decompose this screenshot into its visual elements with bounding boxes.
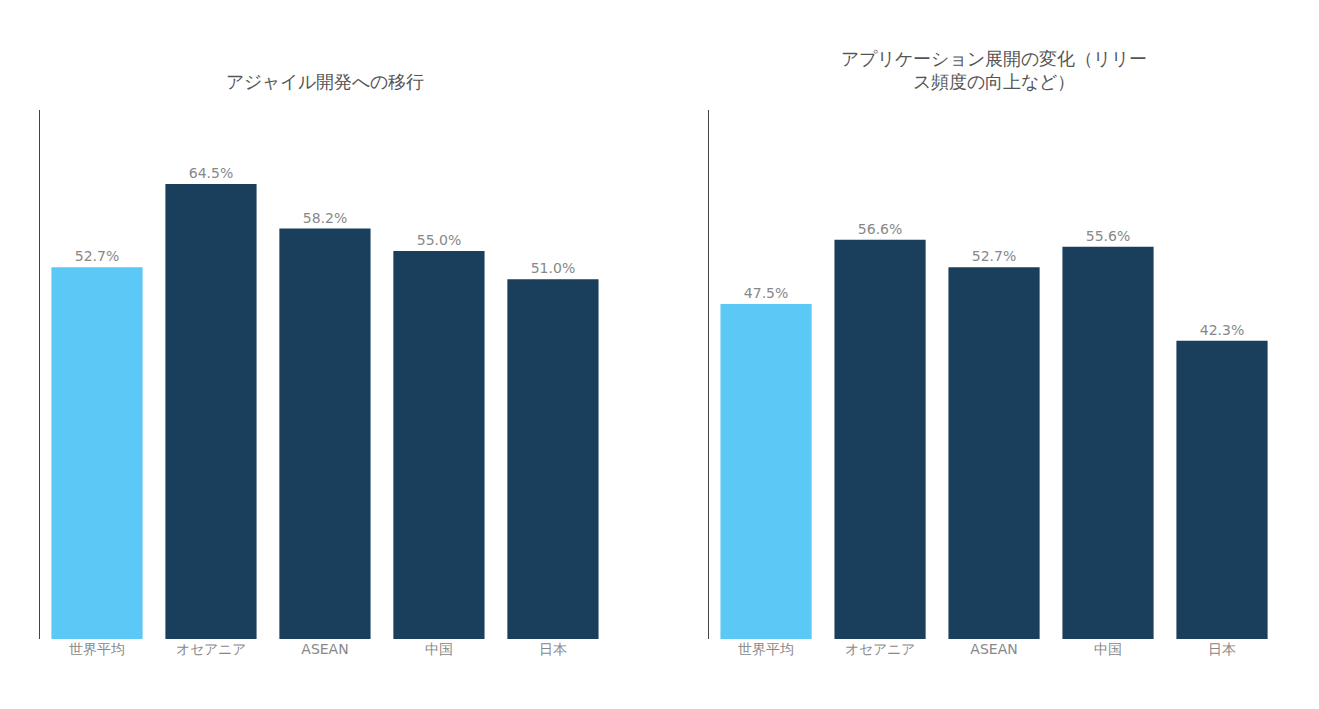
svg-text:55.0%: 55.0% [417,232,461,248]
svg-text:世界平均: 世界平均 [69,641,125,657]
svg-text:中国: 中国 [425,641,453,657]
svg-text:中国: 中国 [1094,641,1122,657]
svg-text:52.7%: 52.7% [972,248,1016,264]
svg-text:52.7%: 52.7% [75,248,119,264]
svg-text:51.0%: 51.0% [531,260,575,276]
svg-text:ASEAN: ASEAN [970,641,1017,657]
svg-text:42.3%: 42.3% [1200,322,1244,338]
svg-text:ASEAN: ASEAN [301,641,348,657]
svg-text:55.6%: 55.6% [1086,228,1130,244]
svg-text:64.5%: 64.5% [189,165,233,181]
svg-text:日本: 日本 [539,641,567,657]
svg-text:アプリケーション展開の変化（リリース頻度の向上など）: アプリケーション展開の変化（リリース頻度の向上など） [841,48,1147,92]
svg-text:オセアニア: オセアニア [176,641,246,657]
svg-text:世界平均: 世界平均 [738,641,794,657]
svg-text:47.5%: 47.5% [744,285,788,301]
svg-text:58.2%: 58.2% [303,210,347,226]
svg-text:日本: 日本 [1208,641,1236,657]
svg-text:オセアニア: オセアニア [845,641,915,657]
svg-text:アジャイル開発への移行: アジャイル開発への移行 [226,71,424,92]
svg-text:56.6%: 56.6% [858,221,902,237]
